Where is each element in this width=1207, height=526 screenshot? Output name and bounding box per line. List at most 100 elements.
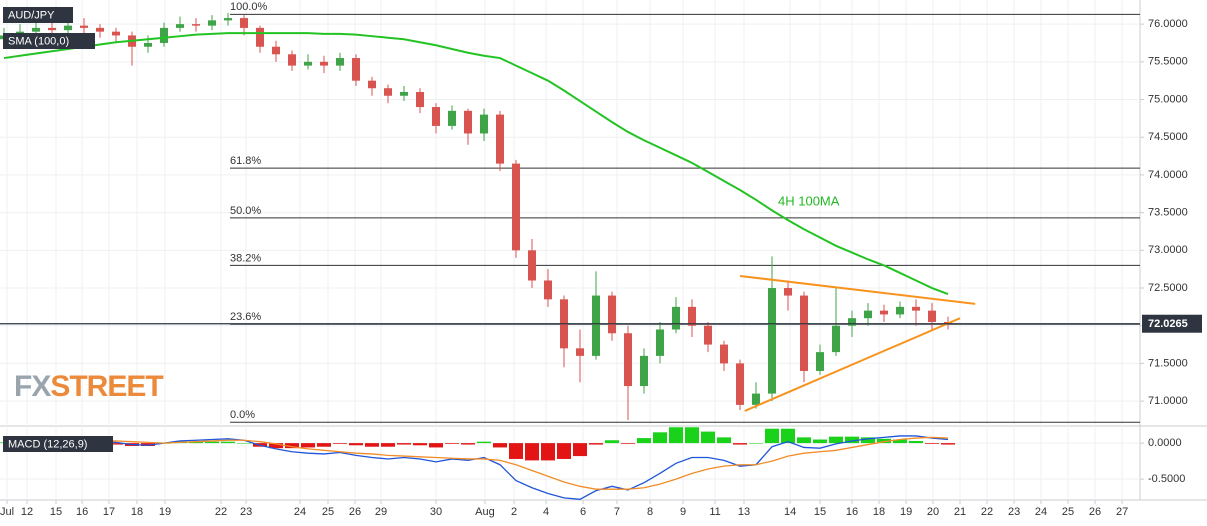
fib-label: 50.0% <box>230 205 261 217</box>
candle-body <box>336 58 344 66</box>
candle-body <box>144 42 152 47</box>
candle-body <box>176 24 184 28</box>
candle-body <box>32 27 40 32</box>
candle-body <box>112 31 120 36</box>
histogram-bar <box>573 443 587 457</box>
histogram-bar <box>605 440 619 444</box>
fib-label: 100.0% <box>230 1 268 13</box>
candle-body <box>720 344 728 364</box>
x-tick-label: Jul <box>0 506 14 518</box>
candle-body <box>256 27 264 47</box>
last-price-box <box>1142 314 1202 333</box>
x-tick-label: 22 <box>981 506 993 518</box>
histogram-bar <box>493 443 507 448</box>
candle-body <box>784 288 792 296</box>
x-tick-label: 20 <box>927 506 939 518</box>
candle-body <box>880 310 888 315</box>
candle-body <box>208 20 216 26</box>
candle-body <box>704 325 712 345</box>
x-tick-label: 6 <box>580 506 586 518</box>
histogram-bar <box>141 443 155 446</box>
candle-body <box>464 110 472 134</box>
candle-body <box>656 329 664 356</box>
candle-body <box>272 46 280 55</box>
x-tick-label: 25 <box>1062 506 1074 518</box>
fib-label: 23.6% <box>230 311 261 323</box>
fib-label: 0.0% <box>230 409 255 421</box>
x-tick-label: 26 <box>349 506 361 518</box>
histogram-bar <box>477 441 491 444</box>
histogram-bar <box>237 443 251 444</box>
x-tick-label: Aug <box>475 506 495 518</box>
x-tick-label: 21 <box>954 506 966 518</box>
candle-body <box>736 363 744 405</box>
macd-line <box>3 436 949 490</box>
histogram-bar <box>925 443 939 444</box>
candle-body <box>96 27 104 32</box>
histogram-bar <box>829 436 843 444</box>
annotation: 4H 100MA <box>778 193 840 208</box>
histogram-bar <box>397 443 411 445</box>
candle-body <box>48 27 56 31</box>
candle-body <box>416 91 424 108</box>
x-tick-label: 18 <box>131 506 143 518</box>
candle-body <box>512 163 520 251</box>
y-tick-label: 74.5000 <box>1148 131 1188 143</box>
candle-body <box>80 25 88 28</box>
candle-body <box>288 54 296 66</box>
histogram-bar <box>269 443 283 449</box>
histogram-bar <box>541 443 555 461</box>
histogram-bar <box>637 438 651 444</box>
x-tick-label: 2 <box>511 506 517 518</box>
candle-body <box>64 25 72 31</box>
x-tick-label: 23 <box>1008 506 1020 518</box>
candle-body <box>480 114 488 134</box>
y-tick-label: 71.5000 <box>1148 357 1188 369</box>
histogram-bar <box>221 441 235 444</box>
histogram-bar <box>653 432 667 444</box>
candle-body <box>320 61 328 66</box>
histogram-bar <box>365 443 379 447</box>
y-tick-label: 0.0000 <box>1148 437 1182 449</box>
histogram-bar <box>669 427 683 444</box>
histogram-bar <box>909 440 923 444</box>
histogram-bar <box>813 439 827 444</box>
y-tick-label: 75.5000 <box>1148 56 1188 68</box>
histogram-bar <box>701 431 715 444</box>
histogram-bar <box>733 443 747 445</box>
x-tick-label: 27 <box>1116 506 1128 518</box>
candle-body <box>832 325 840 353</box>
histogram-bar <box>621 443 635 444</box>
candle-body <box>240 18 248 28</box>
sma-line <box>3 32 949 295</box>
y-tick-label: 74.0000 <box>1148 169 1188 181</box>
histogram-bar <box>749 443 763 444</box>
x-tick-label: 14 <box>784 506 796 518</box>
candle-body <box>160 27 168 43</box>
histogram-bar <box>461 443 475 445</box>
candle-body <box>608 295 616 334</box>
candle-body <box>544 280 552 300</box>
histogram-bar <box>781 428 795 444</box>
candle-body <box>224 18 232 21</box>
watermark-fx: FX <box>14 370 51 403</box>
trendline <box>739 274 976 305</box>
histogram-bar <box>381 443 395 447</box>
candle-body <box>192 24 200 26</box>
fib-label: 61.8% <box>230 155 261 167</box>
histogram-bar <box>429 443 443 448</box>
y-tick-label: 71.0000 <box>1148 395 1188 407</box>
histogram-bar <box>941 443 955 445</box>
x-tick-label: 15 <box>50 506 62 518</box>
histogram-bar <box>685 427 699 444</box>
legend-box <box>3 7 73 23</box>
histogram-bar <box>301 443 315 448</box>
legend-box <box>3 33 95 49</box>
candle-body <box>672 306 680 330</box>
histogram-bar <box>717 437 731 444</box>
histogram-bar <box>445 443 459 444</box>
candle-body <box>816 352 824 371</box>
x-tick-label: 29 <box>375 506 387 518</box>
histogram-bar <box>877 438 891 444</box>
